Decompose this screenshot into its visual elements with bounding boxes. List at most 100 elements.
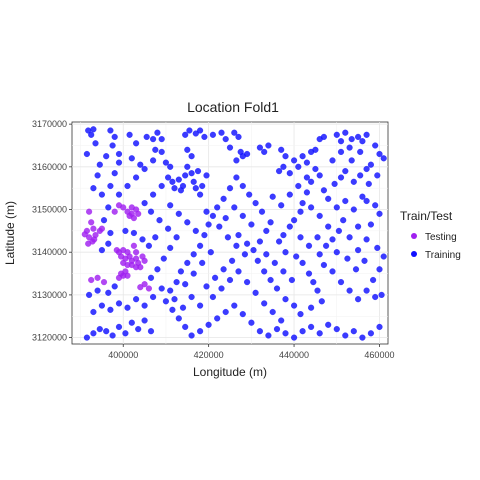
point-testing <box>85 240 92 247</box>
point-training <box>250 247 257 254</box>
point-training <box>308 178 315 185</box>
point-training <box>167 287 174 294</box>
point-training <box>331 180 338 187</box>
y-tick-label: 3160000 <box>32 162 67 172</box>
point-training <box>154 129 161 136</box>
x-axis-ticks: 400000 420000 440000 460000 <box>108 344 394 360</box>
point-training <box>359 334 366 341</box>
legend-title: Train/Test <box>400 209 453 223</box>
point-testing <box>120 204 127 211</box>
point-training <box>212 274 219 281</box>
point-training <box>209 212 216 219</box>
point-training <box>105 204 112 211</box>
legend-key-training <box>411 251 417 257</box>
point-training <box>111 133 118 140</box>
point-training <box>337 148 345 155</box>
point-training <box>241 251 248 258</box>
point-training <box>150 157 157 164</box>
point-training <box>222 215 229 222</box>
point-training <box>90 330 97 337</box>
point-training <box>297 234 304 241</box>
point-training <box>214 204 221 211</box>
point-training <box>169 178 176 185</box>
point-training <box>235 133 242 140</box>
point-testing <box>128 204 135 211</box>
point-training <box>111 170 118 177</box>
point-training <box>194 168 202 175</box>
point-training <box>224 234 231 241</box>
point-training <box>103 153 110 160</box>
point-training <box>137 161 144 168</box>
point-training <box>303 174 310 181</box>
point-training <box>184 146 191 153</box>
point-training <box>335 227 342 234</box>
point-training <box>333 204 340 211</box>
point-training <box>160 255 167 262</box>
point-training <box>109 142 116 149</box>
point-training <box>197 127 204 134</box>
point-training <box>361 257 368 264</box>
point-training <box>173 279 180 286</box>
point-training <box>147 274 155 281</box>
point-training <box>197 191 204 198</box>
point-training <box>297 208 304 215</box>
point-training <box>122 227 129 234</box>
point-training <box>352 266 360 273</box>
point-training <box>207 249 214 256</box>
point-training <box>92 140 99 147</box>
point-training <box>190 178 197 185</box>
legend-label-testing: Testing <box>425 232 457 243</box>
point-training <box>282 249 289 256</box>
legend: Train/Test Testing Training <box>400 209 461 261</box>
point-training <box>173 234 180 241</box>
point-training <box>303 159 310 166</box>
point-training <box>222 136 229 143</box>
point-training <box>90 185 97 192</box>
point-training <box>329 157 336 164</box>
point-testing <box>111 208 118 215</box>
point-training <box>190 251 197 258</box>
point-training <box>299 259 306 266</box>
point-training <box>152 234 159 241</box>
point-training <box>167 163 174 170</box>
point-training <box>314 234 321 241</box>
point-training <box>231 302 238 309</box>
point-training <box>143 133 150 140</box>
point-training <box>182 281 189 288</box>
point-training <box>175 176 182 183</box>
point-training <box>256 144 263 151</box>
point-training <box>342 129 349 136</box>
point-training <box>235 232 242 239</box>
point-testing <box>133 249 140 256</box>
point-training <box>333 249 340 256</box>
point-training <box>374 244 381 251</box>
point-training <box>167 202 174 209</box>
point-training <box>218 285 225 292</box>
point-training <box>205 321 212 328</box>
point-training <box>355 133 362 140</box>
point-training <box>376 150 383 158</box>
point-training <box>203 208 210 215</box>
chart-title: Location Fold1 <box>187 99 279 115</box>
point-training <box>367 221 374 228</box>
point-testing <box>98 225 105 232</box>
point-training <box>141 302 148 309</box>
point-training <box>203 172 210 179</box>
point-training <box>357 148 364 155</box>
point-training <box>192 227 199 234</box>
point-training <box>109 332 116 339</box>
point-training <box>115 300 123 307</box>
point-training <box>239 311 246 318</box>
point-training <box>100 217 108 224</box>
point-training <box>226 185 234 192</box>
point-training <box>184 219 191 226</box>
point-training <box>363 197 370 205</box>
point-training <box>254 257 261 264</box>
point-training <box>372 142 379 149</box>
point-training <box>133 174 140 181</box>
point-training <box>107 127 114 134</box>
point-testing <box>126 212 133 219</box>
point-training <box>141 200 148 207</box>
point-training <box>320 261 327 269</box>
point-training <box>150 293 157 301</box>
